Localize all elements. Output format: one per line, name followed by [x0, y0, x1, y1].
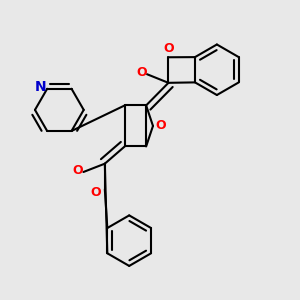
Text: O: O: [90, 186, 101, 199]
Text: O: O: [163, 42, 174, 56]
Text: O: O: [155, 119, 166, 132]
Text: N: N: [35, 80, 46, 94]
Text: O: O: [73, 164, 83, 177]
Text: O: O: [136, 66, 147, 79]
